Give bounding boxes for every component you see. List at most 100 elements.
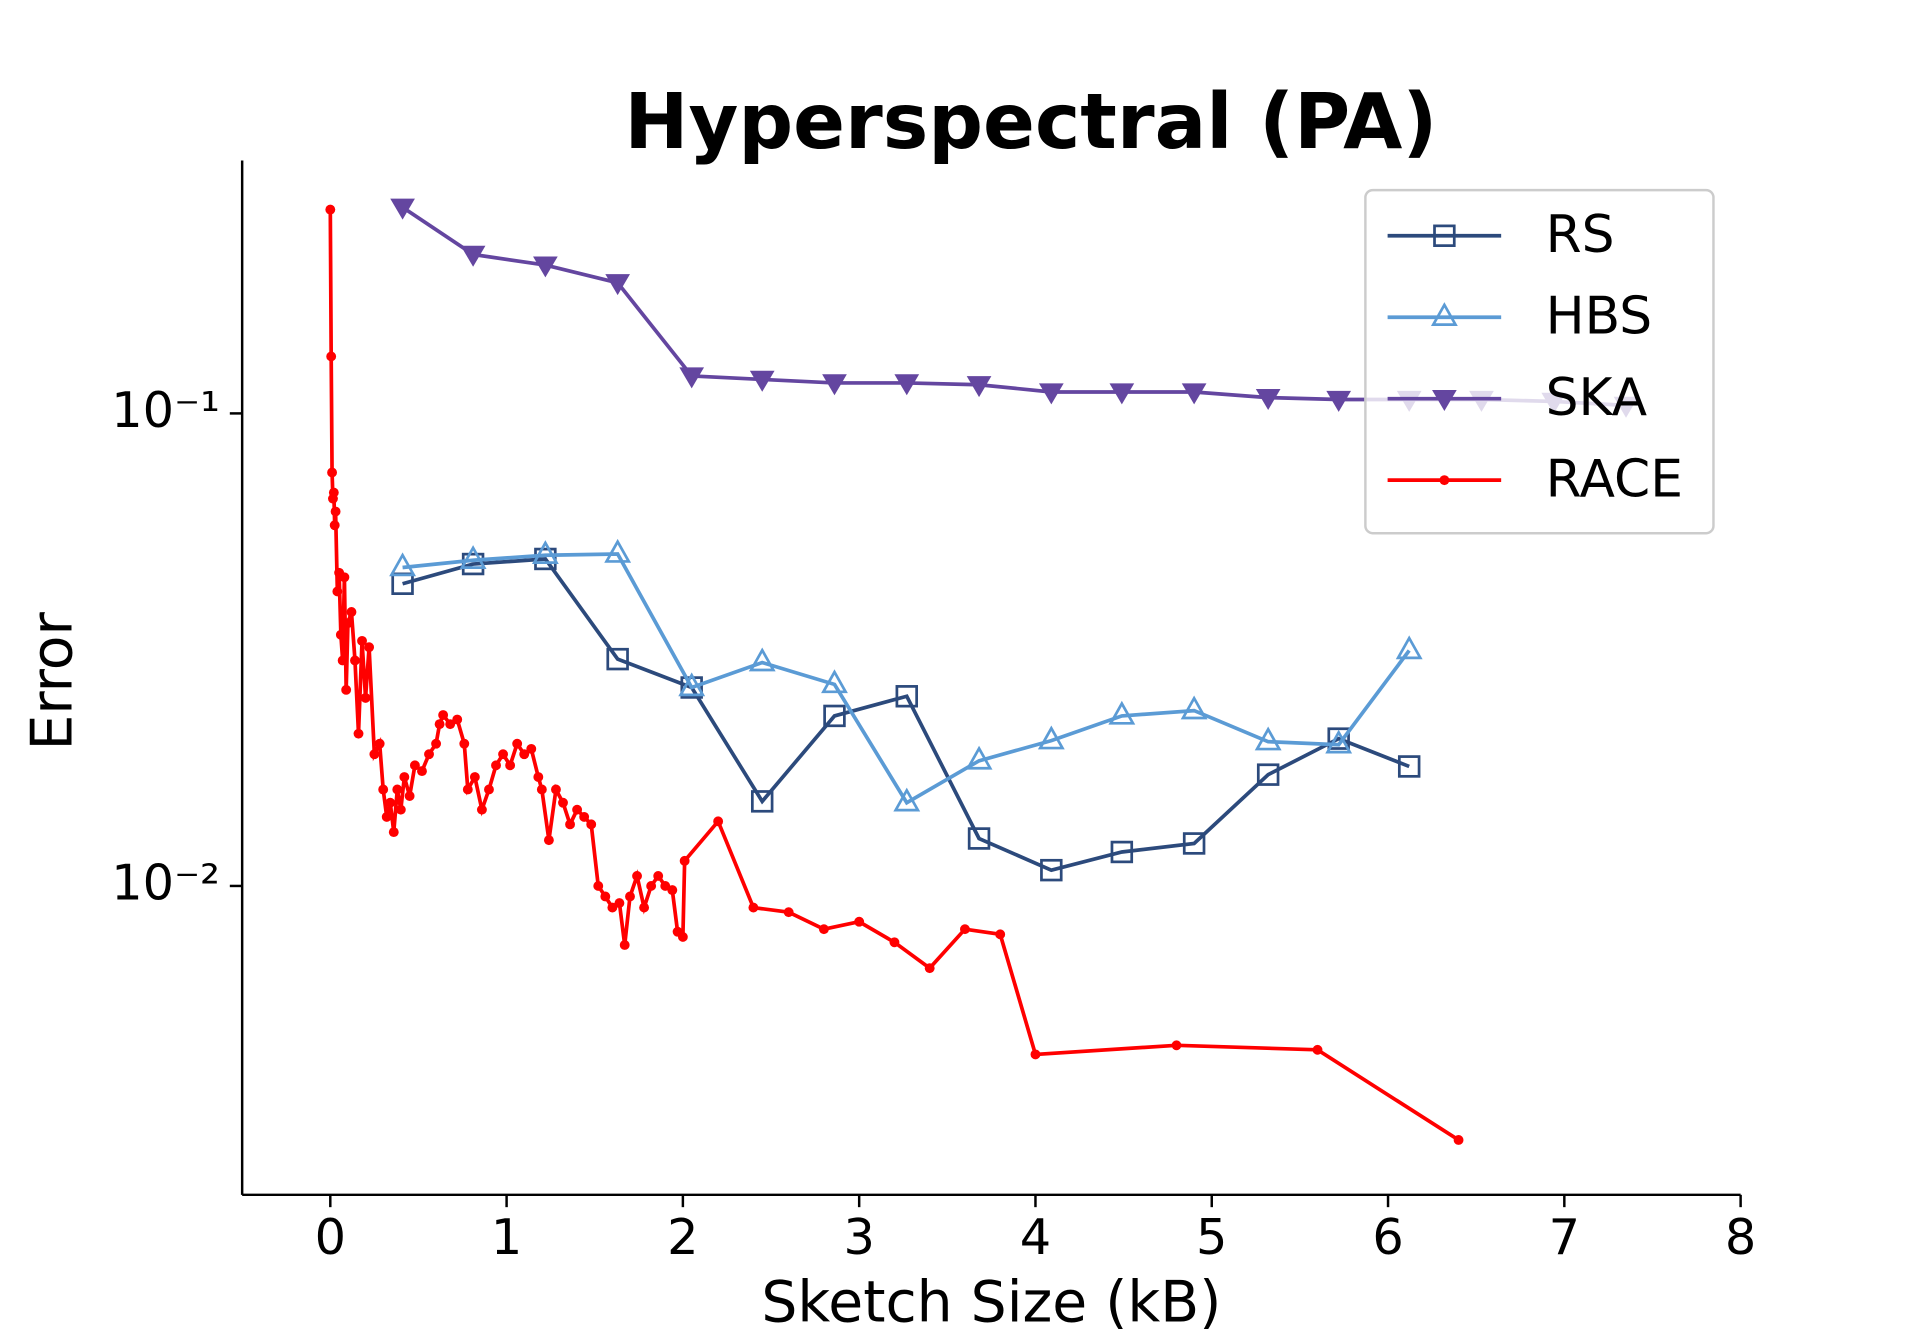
- marker: [512, 738, 523, 749]
- x-tick-label: 8: [1725, 1208, 1756, 1266]
- marker: [484, 784, 494, 795]
- legend-marker: [1432, 390, 1457, 412]
- y-axis-label: Error: [19, 612, 85, 751]
- marker: [452, 714, 463, 725]
- marker: [469, 772, 480, 782]
- marker: [543, 835, 554, 846]
- marker: [894, 374, 920, 396]
- marker: [459, 738, 470, 749]
- marker: [335, 629, 346, 640]
- marker: [519, 749, 530, 760]
- marker: [536, 784, 547, 795]
- marker: [586, 819, 597, 830]
- marker: [960, 924, 970, 935]
- legend-label: RS: [1546, 205, 1615, 265]
- marker: [329, 520, 340, 531]
- marker: [395, 804, 406, 815]
- x-tick-label: 7: [1549, 1208, 1580, 1266]
- marker: [1037, 725, 1065, 750]
- marker: [434, 719, 445, 730]
- marker: [417, 766, 427, 777]
- marker: [625, 891, 635, 902]
- marker: [388, 827, 399, 838]
- marker: [614, 898, 625, 908]
- marker: [965, 745, 993, 770]
- x-tick-label: 3: [843, 1208, 874, 1266]
- marker: [374, 738, 385, 749]
- marker: [667, 885, 678, 896]
- marker: [409, 760, 420, 771]
- marker: [385, 797, 396, 808]
- x-tick-label: 0: [315, 1208, 346, 1266]
- marker: [551, 784, 561, 795]
- marker: [646, 881, 657, 891]
- marker: [330, 506, 341, 517]
- marker: [533, 772, 544, 782]
- marker: [1038, 383, 1064, 405]
- x-tick-label: 1: [491, 1208, 522, 1266]
- marker: [605, 274, 630, 296]
- marker: [462, 784, 473, 795]
- marker: [1110, 840, 1134, 864]
- marker: [1254, 726, 1282, 751]
- legend-marker: [1439, 475, 1450, 486]
- marker: [357, 635, 367, 646]
- legend-marker: [1433, 224, 1456, 247]
- marker: [565, 819, 575, 830]
- marker: [579, 811, 590, 822]
- marker: [822, 374, 847, 396]
- marker: [327, 467, 338, 478]
- marker: [619, 940, 630, 950]
- x-tick-label: 6: [1372, 1208, 1403, 1266]
- marker: [1325, 729, 1353, 754]
- marker: [390, 198, 415, 220]
- marker: [1453, 1135, 1464, 1145]
- marker: [341, 684, 352, 695]
- marker: [1171, 1040, 1182, 1051]
- marker: [713, 816, 724, 827]
- marker: [505, 760, 516, 771]
- marker: [438, 710, 449, 720]
- marker: [369, 749, 380, 760]
- marker: [1040, 858, 1063, 882]
- chart-title: Hyperspectral (PA): [624, 78, 1437, 167]
- marker: [350, 655, 360, 666]
- x-axis-label: Sketch Size (kB): [761, 1270, 1221, 1336]
- marker: [1255, 388, 1281, 410]
- marker: [995, 929, 1006, 940]
- legend-label: HBS: [1546, 287, 1653, 347]
- marker: [679, 367, 705, 389]
- x-tick-label: 2: [667, 1208, 698, 1266]
- marker: [653, 870, 664, 881]
- legend-label: SKA: [1546, 368, 1648, 428]
- marker: [893, 787, 921, 812]
- marker: [533, 256, 558, 278]
- marker: [607, 902, 618, 913]
- marker: [783, 907, 794, 918]
- marker: [678, 672, 706, 697]
- marker: [1109, 383, 1135, 405]
- marker: [431, 738, 442, 749]
- marker: [748, 902, 759, 913]
- series-line: [402, 557, 1410, 873]
- marker: [1181, 383, 1207, 405]
- legend: RS HBS SKA RACE: [1364, 188, 1715, 535]
- marker: [424, 749, 434, 760]
- marker: [364, 642, 375, 653]
- marker: [1030, 1049, 1041, 1060]
- marker: [326, 351, 337, 362]
- marker: [1182, 832, 1206, 855]
- series: [325, 204, 1464, 1145]
- marker: [895, 685, 919, 708]
- series-line: [402, 552, 1411, 806]
- marker: [854, 916, 865, 927]
- marker: [818, 924, 829, 935]
- marker: [445, 719, 456, 730]
- marker: [460, 245, 486, 267]
- legend-label: RACE: [1546, 450, 1683, 510]
- marker: [1312, 1044, 1323, 1055]
- legend-marker: [1430, 302, 1458, 326]
- marker: [1108, 700, 1136, 725]
- marker: [476, 804, 487, 815]
